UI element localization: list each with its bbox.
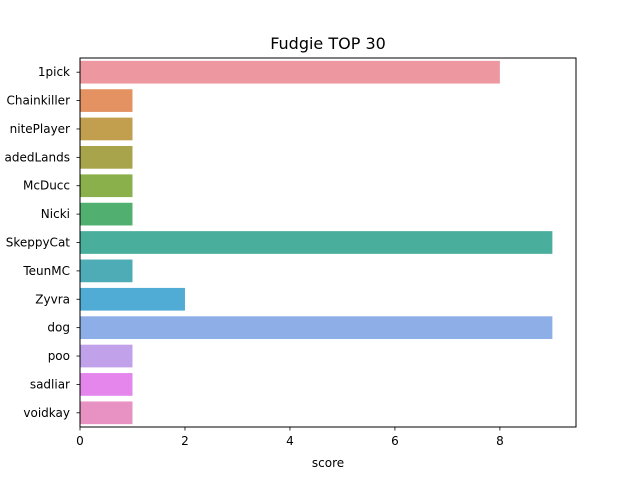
x-tick-label: 0 [76,434,84,448]
y-tick-label: TeunMC [22,264,70,278]
bar-teunmc [80,259,133,283]
bar-nicki [80,202,133,226]
y-tick-label: nitePlayer [10,122,70,136]
bars-group [80,60,553,425]
y-tick-label: 1pick [38,65,70,79]
y-tick-label: adedLands [5,150,70,164]
bar-1pick [80,60,500,84]
bar-skeppycat [80,231,553,254]
bar-zyvra [80,287,185,311]
bar-fadedlands [80,145,133,169]
y-tick-label: poo [48,349,70,363]
y-tick-label: Nicki [41,207,70,221]
y-axis-ticks: 1pick Chainkiller nitePlayer adedLands McDuc… [5,65,80,420]
y-tick-label: McDucc [23,179,70,193]
bar-poo [80,344,133,368]
bar-infiniteplayer [80,117,133,141]
x-tick-label: 8 [496,434,504,448]
bar-chainkiller [80,89,133,112]
bar-dog [80,316,553,340]
chart-title: Fudgie TOP 30 [270,34,386,53]
y-tick-label: Chainkiller [6,94,70,108]
y-tick-label: SkeppyCat [6,236,71,250]
x-axis-ticks: 0 2 4 6 8 [76,427,504,448]
bar-voidkay [80,401,133,425]
x-tick-label: 4 [286,434,294,448]
y-tick-label: Zyvra [35,292,70,306]
y-tick-label: dog [47,321,70,335]
bar-sadliar [80,373,133,396]
x-axis-label: score [312,456,344,470]
y-tick-label: sadliar [30,377,70,391]
y-tick-label: voidkay [23,406,70,420]
plot-frame [79,57,577,428]
x-tick-label: 6 [391,434,399,448]
bar-mcducc [80,174,133,198]
x-tick-label: 2 [181,434,189,448]
